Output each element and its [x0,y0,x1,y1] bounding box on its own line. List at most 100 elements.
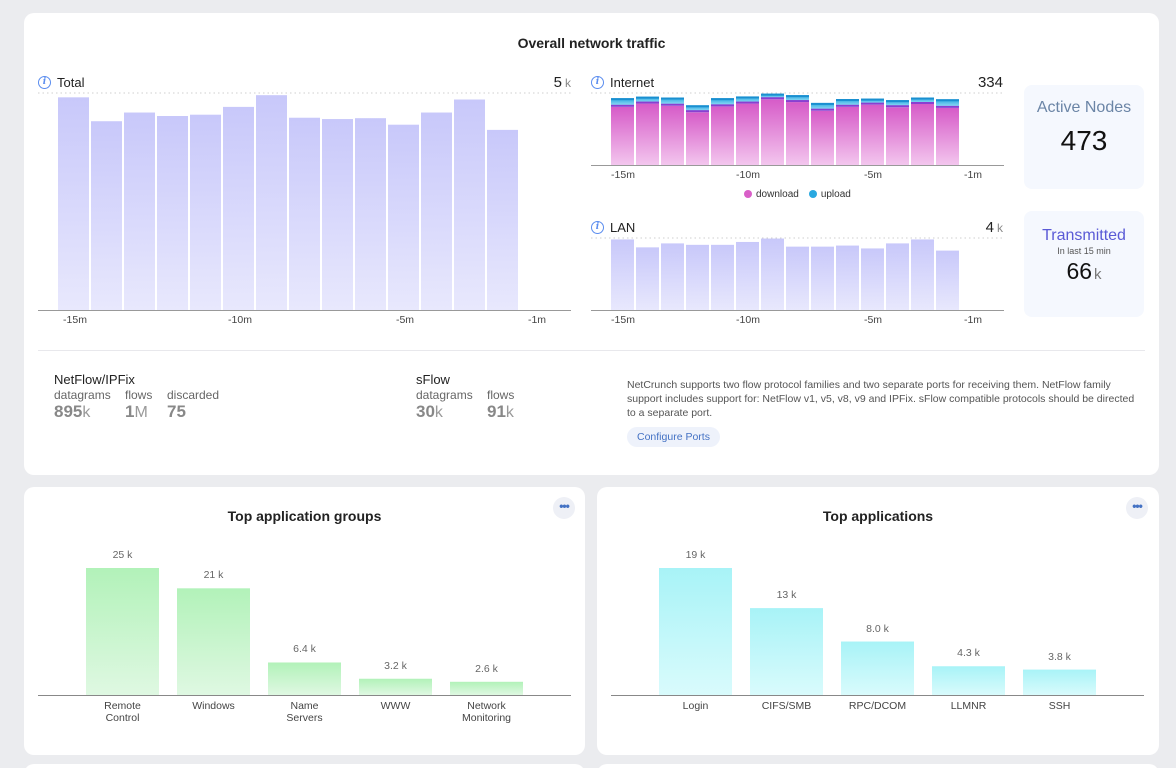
bar-value-label: 3.2 k [384,659,407,672]
traffic-bar[interactable] [911,239,934,310]
download-bar[interactable] [711,106,734,165]
legend-upload[interactable]: upload [808,189,851,200]
upload-bar[interactable] [661,97,684,106]
bar-edge [711,98,734,101]
upload-bar[interactable] [886,100,909,108]
stat-label: discarded [167,388,220,402]
bar-value-label: 3.8 k [1048,650,1071,663]
transmitted-value-row: 66 k [1024,258,1144,285]
traffic-bar[interactable] [157,116,188,310]
traffic-bar[interactable] [811,246,834,310]
bar-value-label: 6.4 k [293,643,316,656]
stat-value: 91 [487,402,506,421]
active-nodes-tile[interactable]: Active Nodes 473 [1024,85,1144,189]
upload-bar[interactable] [786,95,809,103]
category-bar[interactable] [841,641,914,695]
traffic-bar[interactable] [91,121,122,311]
upload-bar[interactable] [736,96,759,104]
download-bar[interactable] [661,105,684,165]
download-bar[interactable] [936,107,959,165]
traffic-bar[interactable] [786,246,809,310]
category-bar[interactable] [268,662,341,695]
category-label: WWW [380,700,411,712]
legend-download[interactable]: download [744,189,799,200]
traffic-bar[interactable] [124,112,155,310]
download-bar[interactable] [886,107,909,165]
traffic-bar[interactable] [836,245,859,310]
category-label: Login [682,700,709,712]
traffic-bar[interactable] [936,250,959,310]
lan-max-number: 4 [985,219,994,236]
traffic-bar[interactable] [454,99,485,310]
category-bar[interactable] [450,681,523,695]
info-icon[interactable]: i [591,221,604,234]
traffic-bar[interactable] [661,243,684,310]
download-bar[interactable] [911,103,934,165]
stat-unit: k [434,404,443,421]
category-bar[interactable] [86,568,159,695]
transmitted-subtitle: In last 15 min [1057,246,1111,256]
traffic-bar[interactable] [322,119,353,310]
category-bar[interactable] [177,588,250,695]
download-bar[interactable] [761,99,784,165]
stat-value-row: 895k [54,402,111,422]
download-bar[interactable] [861,104,884,165]
traffic-bar[interactable] [421,112,452,310]
traffic-bar[interactable] [289,117,320,310]
category-bar[interactable] [659,568,732,695]
upload-bar[interactable] [761,93,784,100]
traffic-bar[interactable] [487,129,518,310]
category-bar[interactable] [1023,669,1096,695]
traffic-bar[interactable] [711,244,734,310]
traffic-bar[interactable] [355,118,386,310]
upload-bar[interactable] [686,105,709,113]
traffic-bar[interactable] [686,244,709,310]
traffic-bar[interactable] [636,247,659,310]
bar-value-label: 4.3 k [957,647,980,660]
traffic-bar[interactable] [861,248,884,310]
card-title: Top applications [822,508,934,524]
traffic-bar[interactable] [190,114,221,310]
upload-bar[interactable] [911,97,934,104]
transmitted-value: 66 [1066,258,1093,284]
x-tick-label: -5m [863,169,883,181]
traffic-bar[interactable] [761,238,784,310]
upload-bar[interactable] [711,98,734,107]
traffic-bar[interactable] [611,239,634,310]
upload-bar[interactable] [636,96,659,104]
upload-bar[interactable] [861,98,884,105]
legend-upload-label: upload [820,189,851,200]
upload-bar[interactable] [611,98,634,107]
download-bar[interactable] [786,102,809,165]
traffic-bar[interactable] [256,95,287,310]
upload-bar[interactable] [936,99,959,108]
traffic-bar[interactable] [388,124,419,310]
category-bar[interactable] [932,666,1005,695]
bar-value-label: 8.0 k [866,622,889,635]
traffic-bar[interactable] [886,243,909,310]
category-bar[interactable] [359,678,432,695]
traffic-bar[interactable] [58,97,89,310]
download-bar[interactable] [736,103,759,165]
more-options-button[interactable]: ••• [1126,497,1148,519]
category-bar[interactable] [750,608,823,695]
transmitted-tile[interactable]: Transmitted In last 15 min 66 k [1024,211,1144,317]
info-icon[interactable]: i [591,76,604,89]
traffic-bar[interactable] [736,241,759,310]
configure-ports-button[interactable]: Configure Ports [627,427,720,447]
bar-edge [786,95,809,98]
more-options-button[interactable]: ••• [553,497,575,519]
download-bar[interactable] [811,110,834,165]
upload-bar[interactable] [811,102,834,111]
upload-bar[interactable] [836,99,859,107]
info-icon[interactable]: i [38,76,51,89]
traffic-bar[interactable] [223,106,254,310]
download-bar[interactable] [636,103,659,165]
download-bar[interactable] [836,106,859,165]
active-nodes-value: 473 [1060,125,1108,156]
download-bar[interactable] [611,106,634,165]
stat-unit: k [505,404,514,421]
download-bar[interactable] [686,112,709,165]
